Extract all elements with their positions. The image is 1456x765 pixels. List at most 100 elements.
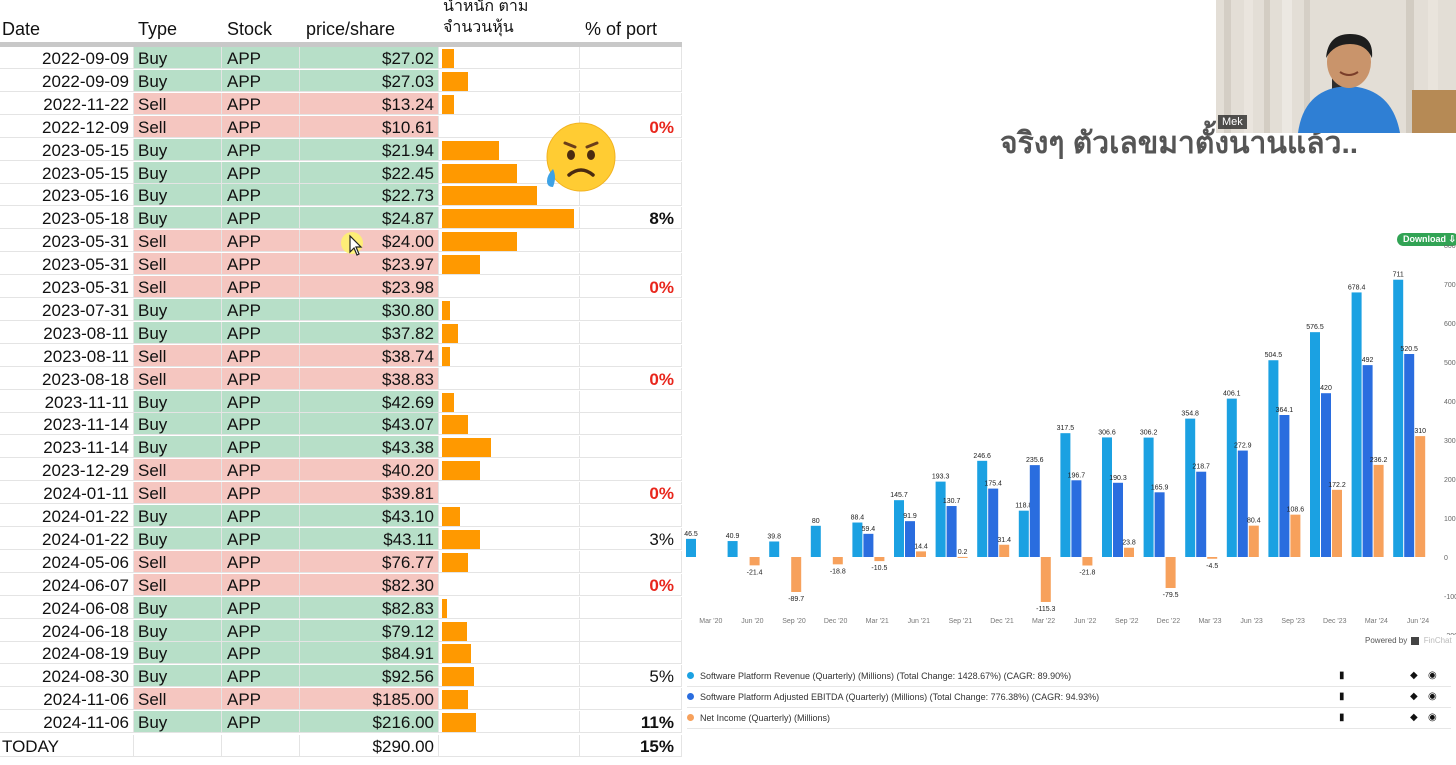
date-cell[interactable]: 2023-07-31 [0, 298, 134, 321]
stock-cell[interactable]: APP [222, 573, 300, 596]
port-cell[interactable] [580, 138, 682, 161]
weight-cell[interactable] [439, 505, 580, 527]
port-cell[interactable] [580, 47, 682, 69]
type-cell[interactable]: Buy [134, 207, 222, 230]
legend-item[interactable]: Software Platform Revenue (Quarterly) (M… [687, 666, 1451, 687]
price-cell[interactable]: $23.97 [300, 253, 439, 276]
type-cell[interactable]: Sell [134, 230, 222, 253]
type-cell[interactable]: Buy [134, 390, 222, 413]
price-cell[interactable]: $10.61 [300, 115, 439, 138]
stock-cell[interactable]: APP [222, 550, 300, 573]
price-cell[interactable]: $84.91 [300, 642, 439, 665]
price-cell[interactable]: $27.02 [300, 47, 439, 69]
type-cell[interactable]: Sell [134, 276, 222, 298]
type-cell[interactable]: Sell [134, 367, 222, 390]
type-cell[interactable]: Buy [134, 596, 222, 619]
price-cell[interactable]: $43.10 [300, 505, 439, 527]
port-cell[interactable]: 8% [580, 207, 682, 230]
eye-icon[interactable]: ◉ [1428, 691, 1437, 702]
stock-cell[interactable]: APP [222, 298, 300, 321]
stock-cell[interactable]: APP [222, 253, 300, 276]
type-cell[interactable]: Buy [134, 184, 222, 207]
weight-cell[interactable] [439, 573, 580, 596]
port-cell[interactable] [580, 390, 682, 413]
port-cell[interactable]: 0% [580, 115, 682, 138]
weight-cell[interactable] [439, 665, 580, 688]
type-cell[interactable]: Sell [134, 115, 222, 138]
stock-cell[interactable]: APP [222, 482, 300, 505]
port-cell[interactable] [580, 459, 682, 482]
stock-cell[interactable]: APP [222, 413, 300, 436]
today-label[interactable]: TODAY [0, 735, 134, 757]
weight-cell[interactable] [439, 230, 580, 253]
price-cell[interactable]: $24.87 [300, 207, 439, 230]
type-cell[interactable]: Buy [134, 413, 222, 436]
price-cell[interactable]: $22.45 [300, 161, 439, 184]
port-cell[interactable] [580, 619, 682, 642]
type-cell[interactable]: Buy [134, 436, 222, 459]
weight-cell[interactable] [439, 711, 580, 734]
port-cell[interactable] [580, 436, 682, 459]
stock-cell[interactable]: APP [222, 184, 300, 207]
port-cell[interactable]: 3% [580, 527, 682, 550]
stock-cell[interactable]: APP [222, 436, 300, 459]
date-cell[interactable]: 2024-06-07 [0, 573, 134, 596]
weight-cell[interactable] [439, 413, 580, 436]
type-cell[interactable]: Buy [134, 711, 222, 734]
weight-cell[interactable] [439, 436, 580, 459]
legend-item[interactable]: Software Platform Adjusted EBITDA (Quart… [687, 687, 1451, 708]
port-cell[interactable] [580, 413, 682, 436]
port-cell[interactable] [580, 184, 682, 207]
type-cell[interactable]: Sell [134, 573, 222, 596]
stock-cell[interactable]: APP [222, 665, 300, 688]
eye-icon[interactable]: ◉ [1428, 670, 1437, 681]
date-cell[interactable]: 2023-05-31 [0, 230, 134, 253]
port-cell[interactable] [580, 321, 682, 344]
weight-cell[interactable] [439, 527, 580, 550]
type-cell[interactable]: Sell [134, 253, 222, 276]
date-cell[interactable]: 2023-05-31 [0, 276, 134, 298]
type-cell[interactable]: Sell [134, 92, 222, 115]
port-cell[interactable] [580, 642, 682, 665]
weight-cell[interactable] [439, 207, 580, 230]
price-cell[interactable]: $38.74 [300, 344, 439, 367]
header-stock[interactable]: Stock [227, 0, 297, 42]
stock-cell[interactable]: APP [222, 92, 300, 115]
date-cell[interactable]: 2022-09-09 [0, 69, 134, 92]
stock-cell[interactable]: APP [222, 207, 300, 230]
price-cell[interactable]: $23.98 [300, 276, 439, 298]
price-cell[interactable]: $216.00 [300, 711, 439, 734]
date-cell[interactable]: 2023-05-15 [0, 138, 134, 161]
weight-cell[interactable] [439, 276, 580, 298]
price-cell[interactable]: $92.56 [300, 665, 439, 688]
weight-cell[interactable] [439, 253, 580, 276]
price-cell[interactable]: $43.07 [300, 413, 439, 436]
legend-item[interactable]: Net Income (Quarterly) (Millions) ▮ ◆ ◉ [687, 708, 1451, 729]
date-cell[interactable]: 2023-11-11 [0, 390, 134, 413]
price-cell[interactable]: $38.83 [300, 367, 439, 390]
date-cell[interactable]: 2023-05-18 [0, 207, 134, 230]
date-cell[interactable]: 2023-11-14 [0, 413, 134, 436]
price-cell[interactable]: $22.73 [300, 184, 439, 207]
bar-chart-icon[interactable]: ▮ [1339, 691, 1345, 702]
date-cell[interactable]: 2024-01-11 [0, 482, 134, 505]
date-cell[interactable]: 2023-08-18 [0, 367, 134, 390]
header-price[interactable]: price/share [306, 0, 436, 42]
date-cell[interactable]: 2024-11-06 [0, 711, 134, 734]
port-cell[interactable] [580, 688, 682, 711]
stock-cell[interactable]: APP [222, 367, 300, 390]
stock-cell[interactable]: APP [222, 344, 300, 367]
weight-cell[interactable] [439, 642, 580, 665]
date-cell[interactable]: 2024-01-22 [0, 505, 134, 527]
weight-cell[interactable] [439, 482, 580, 505]
weight-cell[interactable] [439, 459, 580, 482]
type-cell[interactable]: Buy [134, 321, 222, 344]
eye-icon[interactable]: ◉ [1428, 712, 1437, 723]
stock-cell[interactable]: APP [222, 321, 300, 344]
weight-cell[interactable] [439, 92, 580, 115]
weight-cell[interactable] [439, 321, 580, 344]
stock-cell[interactable]: APP [222, 642, 300, 665]
type-cell[interactable]: Sell [134, 482, 222, 505]
port-cell[interactable] [580, 253, 682, 276]
date-cell[interactable]: 2023-08-11 [0, 344, 134, 367]
